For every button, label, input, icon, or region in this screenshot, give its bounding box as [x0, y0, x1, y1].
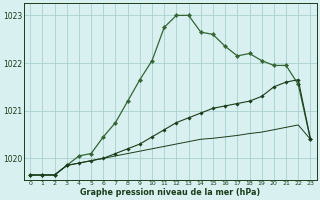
X-axis label: Graphe pression niveau de la mer (hPa): Graphe pression niveau de la mer (hPa)	[80, 188, 260, 197]
